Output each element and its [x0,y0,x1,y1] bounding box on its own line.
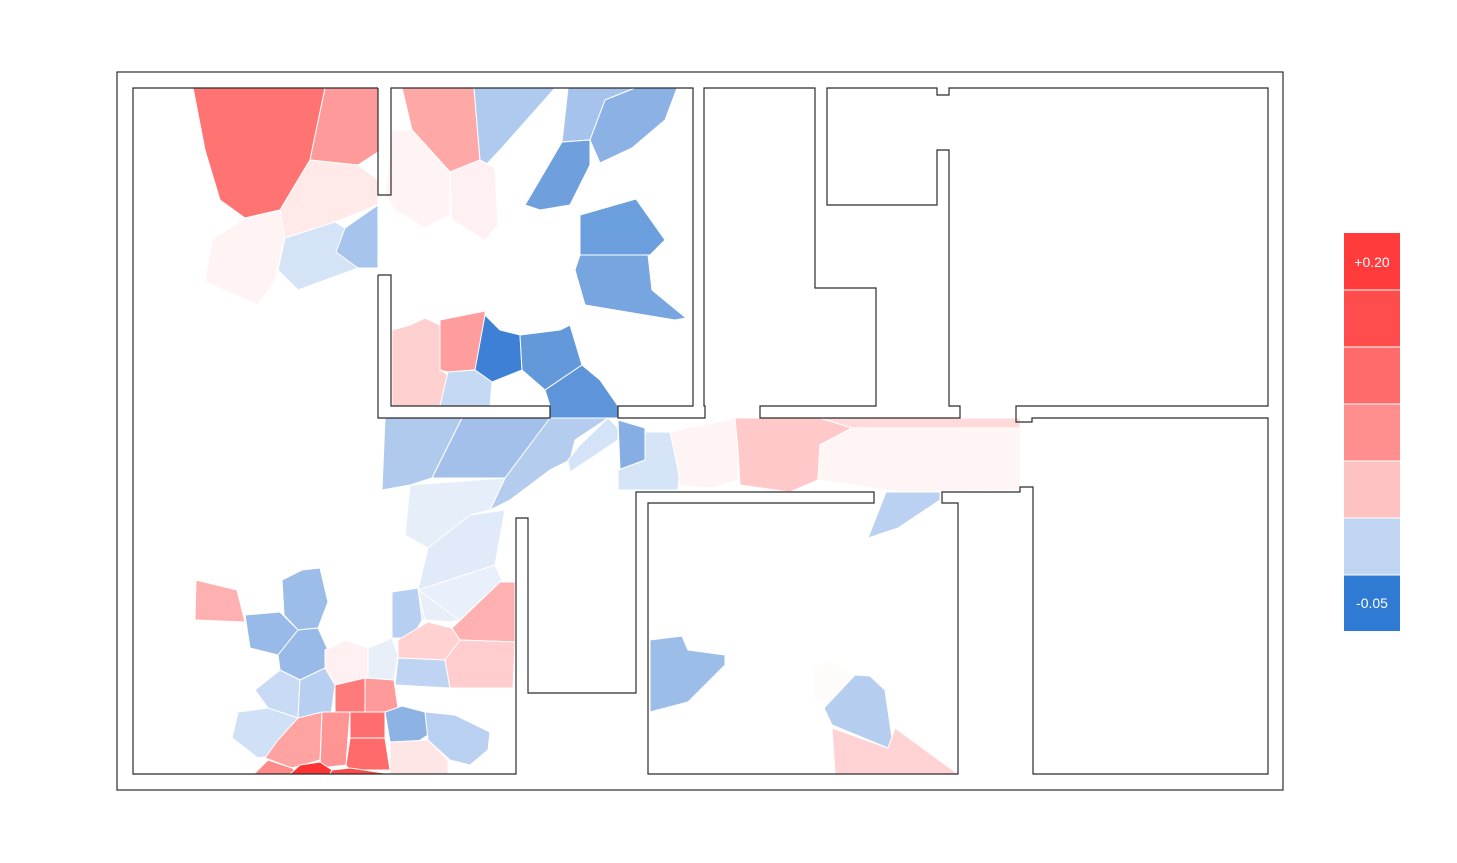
cell [319,711,351,769]
cell [384,129,451,229]
signal-cells [192,87,1021,775]
legend-swatch-4 [1344,404,1400,461]
cell [297,667,336,723]
cell [649,635,726,713]
outer-frame [116,71,1284,791]
wall-left-room [132,87,1269,775]
cell [364,677,399,713]
cell [394,657,451,689]
cell [451,581,516,643]
cell [384,705,429,746]
cell [819,417,1021,429]
cell [817,427,1021,493]
cell [473,87,556,169]
floorplan-walls [116,71,1284,791]
wall-left-divider [377,274,551,419]
legend-swatch-7 [1344,575,1400,631]
cell [367,637,399,681]
legend-swatch-2 [1344,290,1400,347]
cell [579,198,666,256]
cell [335,204,379,269]
legend-swatch-1 [1344,233,1400,290]
cell [669,417,739,489]
colorbar-legend: +0.20 -0.05 [1344,233,1400,631]
cell [449,159,499,241]
cell [524,139,591,211]
cell [439,369,493,407]
legend-swatch-3 [1344,347,1400,404]
cell [204,209,286,306]
legend-swatch-6 [1344,518,1400,575]
legend-max-label: +0.20 [1354,254,1390,270]
cell [574,254,687,321]
cell [417,509,506,591]
cell [417,589,461,623]
legend-min-label: -0.05 [1356,595,1388,611]
legend-swatch-5 [1344,461,1400,518]
cell [867,491,941,539]
cell [345,737,391,771]
cell [194,579,246,623]
cell [444,639,516,689]
cell [349,711,386,739]
cell [389,739,449,775]
cell [831,727,959,775]
